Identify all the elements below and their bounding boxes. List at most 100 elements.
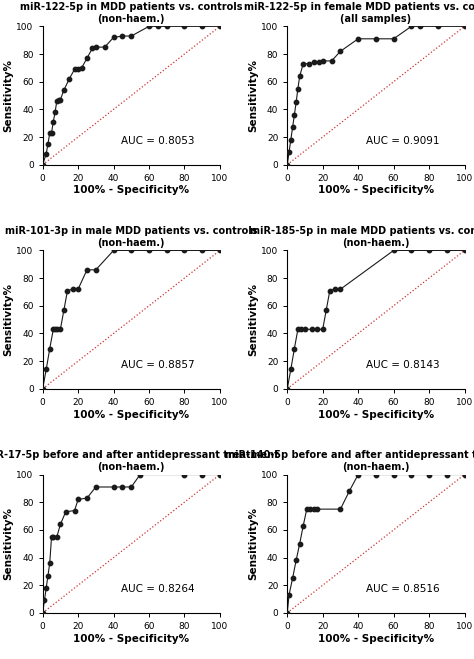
Point bbox=[443, 245, 451, 256]
Point bbox=[163, 21, 171, 32]
Point bbox=[310, 504, 318, 515]
Point bbox=[83, 53, 91, 63]
Text: AUC = 0.8264: AUC = 0.8264 bbox=[121, 585, 195, 594]
Point bbox=[44, 138, 52, 149]
Point bbox=[199, 21, 206, 32]
Point bbox=[322, 304, 330, 315]
Point bbox=[199, 469, 206, 480]
Point bbox=[92, 42, 100, 52]
Point bbox=[60, 304, 68, 315]
Point bbox=[64, 285, 71, 296]
Point bbox=[74, 284, 82, 295]
Point bbox=[300, 59, 307, 69]
Title: miR-122-5p in female MDD patients vs. controls
(all samples): miR-122-5p in female MDD patients vs. co… bbox=[244, 2, 474, 24]
Point bbox=[337, 284, 344, 295]
Text: AUC = 0.8053: AUC = 0.8053 bbox=[121, 136, 195, 146]
Point bbox=[92, 264, 100, 275]
Point bbox=[319, 324, 327, 335]
X-axis label: 100% - Specificity%: 100% - Specificity% bbox=[73, 185, 189, 196]
Point bbox=[326, 285, 334, 296]
Point bbox=[60, 85, 68, 96]
Point bbox=[285, 590, 293, 600]
Point bbox=[44, 570, 52, 581]
Point bbox=[331, 284, 339, 295]
Text: AUC = 0.8857: AUC = 0.8857 bbox=[121, 360, 195, 370]
Point bbox=[287, 364, 295, 375]
Point bbox=[39, 159, 46, 170]
Point bbox=[71, 64, 78, 74]
Point bbox=[390, 469, 397, 480]
Point bbox=[315, 57, 323, 68]
Point bbox=[89, 43, 96, 54]
Point bbox=[145, 21, 153, 32]
Title: miR-101-3p in male MDD patients vs. controls
(non-haem.): miR-101-3p in male MDD patients vs. cont… bbox=[5, 226, 257, 248]
Point bbox=[292, 97, 300, 107]
Point bbox=[390, 34, 397, 44]
Point bbox=[289, 122, 296, 132]
Point bbox=[128, 31, 135, 42]
Point bbox=[300, 521, 307, 531]
Point bbox=[181, 21, 188, 32]
Point bbox=[49, 532, 57, 542]
Point bbox=[298, 324, 305, 335]
Point bbox=[145, 245, 153, 256]
Point bbox=[319, 55, 327, 66]
Point bbox=[408, 21, 415, 32]
Point bbox=[56, 324, 64, 335]
Point bbox=[305, 59, 312, 69]
Text: AUC = 0.8143: AUC = 0.8143 bbox=[365, 360, 439, 370]
Point bbox=[101, 42, 109, 52]
Text: AUC = 0.9091: AUC = 0.9091 bbox=[366, 136, 439, 146]
Point bbox=[163, 245, 171, 256]
Point bbox=[434, 21, 442, 32]
Point bbox=[372, 34, 380, 44]
Point bbox=[310, 57, 318, 68]
Point bbox=[461, 245, 468, 256]
Point bbox=[46, 343, 54, 354]
Point bbox=[46, 128, 54, 138]
Point bbox=[83, 493, 91, 503]
Point bbox=[118, 482, 126, 492]
Title: miR-122-5p in MDD patients vs. controls
(non-haem.): miR-122-5p in MDD patients vs. controls … bbox=[20, 2, 243, 24]
Point bbox=[51, 324, 59, 335]
Point bbox=[216, 21, 224, 32]
X-axis label: 100% - Specificity%: 100% - Specificity% bbox=[318, 634, 434, 644]
Point bbox=[110, 482, 118, 492]
Point bbox=[408, 469, 415, 480]
Point bbox=[355, 469, 362, 480]
Point bbox=[48, 532, 55, 542]
Point bbox=[303, 504, 310, 515]
Point bbox=[408, 245, 415, 256]
Point bbox=[69, 284, 77, 295]
Point bbox=[216, 469, 224, 480]
Point bbox=[372, 469, 380, 480]
Point bbox=[346, 486, 353, 496]
Point bbox=[56, 519, 64, 530]
Y-axis label: Sensitivity%: Sensitivity% bbox=[248, 283, 258, 356]
Point bbox=[181, 245, 188, 256]
Point bbox=[71, 505, 78, 516]
Point bbox=[74, 494, 82, 505]
Point bbox=[49, 117, 57, 127]
Point bbox=[337, 46, 344, 57]
Point bbox=[83, 264, 91, 275]
X-axis label: 100% - Specificity%: 100% - Specificity% bbox=[73, 410, 189, 420]
Point bbox=[314, 324, 321, 335]
Point bbox=[56, 94, 64, 105]
Point bbox=[53, 96, 61, 106]
Point bbox=[55, 94, 63, 105]
Point bbox=[181, 469, 188, 480]
Point bbox=[51, 107, 59, 117]
Text: AUC = 0.8516: AUC = 0.8516 bbox=[365, 585, 439, 594]
Point bbox=[283, 384, 291, 394]
Point bbox=[42, 583, 50, 593]
X-axis label: 100% - Specificity%: 100% - Specificity% bbox=[318, 410, 434, 420]
Y-axis label: Sensitivity%: Sensitivity% bbox=[4, 283, 14, 356]
Point bbox=[41, 595, 48, 606]
X-axis label: 100% - Specificity%: 100% - Specificity% bbox=[73, 634, 189, 644]
Point bbox=[92, 482, 100, 492]
Point bbox=[39, 608, 46, 618]
Point bbox=[78, 63, 85, 73]
Point bbox=[42, 148, 50, 159]
Point bbox=[285, 147, 293, 158]
